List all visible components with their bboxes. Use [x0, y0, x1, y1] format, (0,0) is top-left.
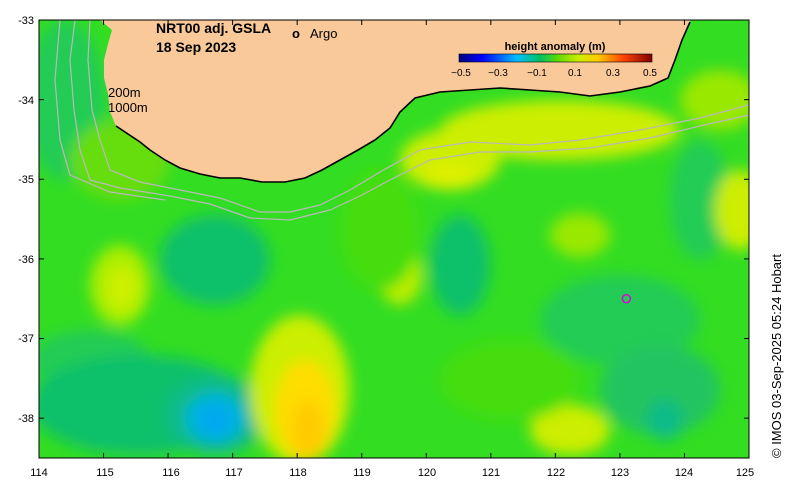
bathymetry-contours: [54, 19, 750, 221]
x-tick-label: 118: [289, 467, 307, 479]
x-tick-label: 123: [611, 467, 629, 479]
x-axis: 114 115 116 117 118 119 120 121 122 123 …: [30, 467, 754, 479]
map-date: 18 Sep 2023: [156, 39, 236, 55]
x-tick-label: 117: [225, 467, 243, 479]
coastline: [115, 21, 691, 183]
y-tick-label: -33: [18, 15, 34, 27]
x-tick-label: 115: [96, 467, 114, 479]
x-tick-label: 120: [418, 467, 436, 479]
colorbar-tick-label: −0.3: [488, 68, 508, 79]
colorbar-tick-label: 0.3: [606, 68, 620, 79]
axis-tick-marks: [38, 19, 750, 458]
colorbar-tick-label: −0.5: [451, 68, 471, 79]
colorbar-title: height anomaly (m): [505, 41, 606, 53]
y-tick-label: -35: [18, 174, 34, 186]
colorbar-tick-label: 0.1: [568, 68, 582, 79]
x-tick-label: 119: [353, 467, 371, 479]
plot-frame: [38, 19, 750, 459]
x-tick-label: 122: [547, 467, 565, 479]
argo-float-marker[interactable]: [621, 293, 632, 304]
map-title: NRT00 adj. GSLA: [156, 20, 271, 36]
y-tick-label: -38: [18, 413, 34, 425]
depth-label-1000m: 1000m: [108, 100, 148, 115]
colorbar-tick-label: −0.1: [527, 68, 547, 79]
imos-credit: © IMOS 03-Sep-2025 05:24 Hobart: [769, 254, 784, 458]
argo-legend-marker: o: [292, 26, 300, 41]
y-tick-label: -36: [18, 254, 34, 266]
y-tick-label: -37: [18, 333, 34, 345]
colorbar-tick-label: 0.5: [643, 68, 657, 79]
x-tick-label: 124: [675, 467, 693, 479]
y-tick-label: -34: [18, 95, 34, 107]
x-tick-label: 121: [482, 467, 500, 479]
x-tick-label: 116: [162, 467, 180, 479]
depth-label-200m: 200m: [108, 85, 141, 100]
x-tick-label: 114: [30, 467, 48, 479]
argo-legend: o Argo: [292, 26, 337, 41]
y-axis: -33 -34 -35 -36 -37 -38: [18, 15, 34, 425]
colorbar: height anomaly (m) −0.5 −0.3 −0.1 0.1 0.…: [451, 41, 657, 79]
argo-legend-label: Argo: [310, 26, 337, 41]
colorbar-gradient: [458, 53, 653, 63]
x-tick-label: 125: [736, 467, 754, 479]
